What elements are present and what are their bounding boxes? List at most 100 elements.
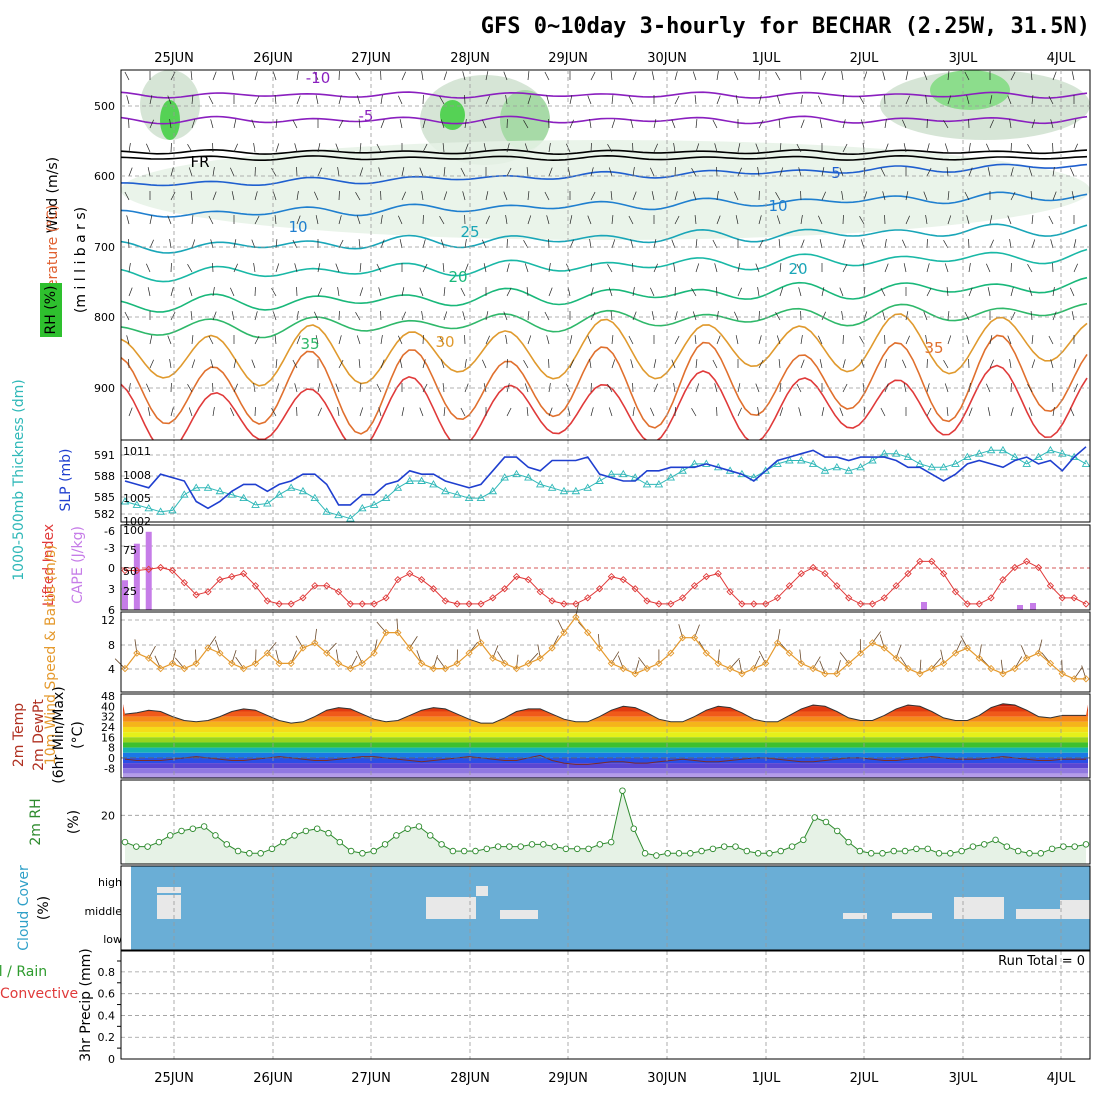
rh-shading-blob bbox=[930, 70, 1010, 110]
wind-barb bbox=[1028, 287, 1033, 297]
slp-tick: 1008 bbox=[123, 469, 151, 482]
wind-barb bbox=[315, 335, 319, 345]
wind-barb bbox=[1027, 144, 1033, 153]
wind-barb bbox=[421, 311, 424, 321]
wind-barb bbox=[548, 143, 551, 153]
thickness-line bbox=[124, 449, 1087, 520]
wind-barb bbox=[253, 383, 256, 393]
pressure-tick: 700 bbox=[94, 241, 115, 254]
wind-barb bbox=[842, 263, 848, 273]
wind-barb bbox=[191, 95, 194, 105]
lifted-index-marker bbox=[417, 576, 426, 584]
side-label-lifted: Lifted Index bbox=[41, 524, 57, 606]
rh-marker bbox=[313, 825, 321, 832]
wind-barb bbox=[841, 311, 844, 321]
temp-tick: 48 bbox=[101, 690, 115, 703]
thickness-marker bbox=[1034, 452, 1043, 461]
lifted-index-marker bbox=[797, 569, 805, 578]
thickness-marker bbox=[619, 469, 628, 478]
wind-panel-frame bbox=[120, 611, 1091, 693]
lifted-index-marker bbox=[489, 594, 497, 602]
wind-barb bbox=[1070, 407, 1075, 417]
wind-barb bbox=[819, 359, 823, 369]
rh-marker bbox=[370, 847, 377, 855]
wind-barb bbox=[590, 287, 594, 297]
rh-marker bbox=[506, 843, 513, 850]
rh-marker bbox=[675, 850, 683, 857]
wind-barb bbox=[128, 263, 131, 273]
wind-barb bbox=[230, 287, 235, 297]
wind-speed-marker bbox=[1058, 670, 1066, 678]
wind-barb bbox=[124, 311, 130, 321]
wind-barb bbox=[1052, 311, 1057, 321]
thickness-marker bbox=[583, 483, 592, 491]
rh-marker bbox=[121, 838, 129, 846]
wind-barb bbox=[1050, 359, 1054, 369]
rh-marker bbox=[585, 845, 592, 853]
temp-color-band bbox=[123, 768, 1088, 774]
wind-barb bbox=[398, 95, 403, 105]
wind-barb bbox=[380, 335, 383, 345]
thickness-marker bbox=[476, 493, 486, 502]
wind-barb bbox=[590, 407, 594, 417]
wind-barb bbox=[714, 143, 718, 153]
lifted-index-marker bbox=[678, 594, 687, 602]
wind-barb bbox=[315, 95, 319, 105]
wind-barb bbox=[775, 312, 781, 321]
lifted-index-marker bbox=[595, 585, 604, 593]
wind-barb bbox=[716, 71, 719, 81]
temp-tick: -8 bbox=[104, 762, 115, 775]
wind-barb bbox=[212, 191, 217, 201]
wind-barb bbox=[587, 215, 592, 225]
temperature-contour bbox=[121, 115, 1088, 125]
wind-barb bbox=[253, 263, 256, 273]
wind-speed-marker bbox=[880, 644, 888, 652]
wind-barb bbox=[944, 383, 949, 393]
wind-barb bbox=[398, 335, 403, 345]
lifted-index-marker bbox=[619, 576, 627, 584]
wind-barb bbox=[503, 191, 508, 201]
wind-barb bbox=[944, 263, 949, 273]
wind-barb bbox=[337, 287, 340, 297]
rh-marker bbox=[291, 832, 298, 839]
wind-barb bbox=[569, 95, 573, 105]
thickness-marker bbox=[880, 449, 889, 457]
rh-marker bbox=[144, 843, 151, 850]
wind-speed-marker bbox=[192, 659, 200, 668]
wind-barb bbox=[190, 191, 193, 201]
wind-barb bbox=[632, 167, 635, 177]
wind-barb bbox=[190, 71, 193, 81]
wind-barb bbox=[650, 407, 655, 417]
wind-barb bbox=[1028, 167, 1033, 177]
wind-barb bbox=[966, 335, 970, 345]
wind-barb bbox=[1010, 311, 1016, 321]
wind-barb bbox=[254, 311, 258, 321]
wind-barb bbox=[986, 143, 991, 153]
wind-barb bbox=[419, 407, 424, 417]
wind-barb bbox=[254, 191, 258, 201]
lifted-index-marker bbox=[584, 594, 592, 602]
lifted-index-marker bbox=[868, 600, 877, 608]
wind-barb bbox=[296, 215, 301, 225]
wind-barb bbox=[968, 263, 971, 273]
date-label-top: 27JUN bbox=[351, 51, 391, 66]
wind-barb bbox=[716, 191, 719, 201]
wind-barb bbox=[191, 359, 196, 369]
lifted-index-marker bbox=[370, 600, 378, 608]
lifted-index-marker bbox=[1023, 557, 1031, 566]
wind-barb bbox=[800, 239, 805, 249]
wind-barb bbox=[233, 119, 237, 129]
wind-barb bbox=[378, 287, 382, 297]
wind-barb bbox=[338, 215, 342, 225]
lifted-index-marker bbox=[655, 600, 663, 608]
lifted-tick: 6 bbox=[108, 604, 115, 617]
wind-barb bbox=[231, 191, 235, 201]
side-label-temp2m: 2m Temp bbox=[11, 703, 27, 767]
rh-marker bbox=[766, 850, 773, 857]
rh-marker bbox=[879, 850, 886, 857]
wind-barb bbox=[359, 383, 362, 393]
wind-barb bbox=[128, 407, 133, 417]
wind-barb bbox=[233, 239, 237, 249]
wind-barb bbox=[611, 215, 614, 225]
wind-barb bbox=[170, 191, 176, 201]
